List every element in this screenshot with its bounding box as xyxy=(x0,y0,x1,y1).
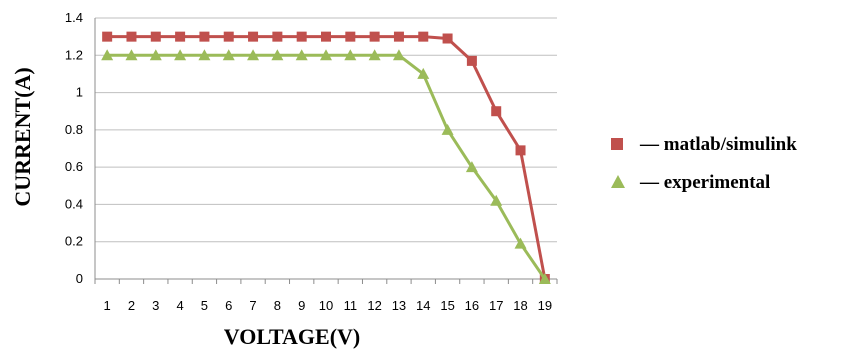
data-point-matlab-simulink xyxy=(223,31,234,42)
x-tick-label: 19 xyxy=(538,298,552,313)
legend-label-experimental: — experimental xyxy=(639,172,770,193)
y-tick-label: 0.2 xyxy=(65,234,83,249)
y-tick-label: 1.4 xyxy=(65,10,83,25)
data-point-experimental xyxy=(392,49,405,61)
y-tick-label: 0 xyxy=(76,271,83,286)
data-point-experimental xyxy=(441,123,454,135)
legend: — matlab/simulink — experimental xyxy=(611,134,797,193)
data-point-experimental xyxy=(344,49,357,61)
data-point-matlab-simulink xyxy=(393,31,404,42)
data-point-experimental xyxy=(490,194,503,206)
data-point-experimental xyxy=(198,49,211,61)
y-tick-label: 1 xyxy=(76,85,83,100)
data-point-experimental xyxy=(320,49,332,61)
data-point-matlab-simulink xyxy=(126,31,137,42)
x-axis-title: VOLTAGE(V) xyxy=(224,324,360,349)
data-point-experimental xyxy=(368,49,381,61)
x-tick-label: 8 xyxy=(274,298,281,313)
y-tick-label: 1.2 xyxy=(65,47,83,62)
data-point-experimental xyxy=(222,49,235,61)
data-point-experimental xyxy=(417,67,430,79)
x-tick-label: 10 xyxy=(319,298,333,313)
y-tick-label: 0.8 xyxy=(65,122,83,137)
data-point-matlab-simulink xyxy=(515,145,526,156)
legend-marker-experimental xyxy=(611,175,625,188)
x-tick-label: 12 xyxy=(367,298,381,313)
series-line-matlab-simulink xyxy=(107,35,547,280)
data-point-experimental xyxy=(149,49,162,61)
x-tick-label: 2 xyxy=(128,298,135,313)
x-tick-labels: 1 2 3 4 5 6 7 8 9 10 11 12 13 14 15 16 17 18 19 xyxy=(104,298,553,313)
x-tick-label: 1 xyxy=(104,298,111,313)
data-point-matlab-simulink xyxy=(369,31,380,42)
data-point-matlab-simulink xyxy=(321,31,331,42)
x-tick-label: 3 xyxy=(152,298,159,313)
y-axis-title: CURRENT(A) xyxy=(10,67,35,206)
x-tick-label: 5 xyxy=(201,298,208,313)
x-tick-label: 17 xyxy=(489,298,503,313)
series-layer xyxy=(101,31,551,284)
data-point-matlab-simulink xyxy=(442,33,453,44)
data-point-matlab-simulink xyxy=(102,31,113,42)
y-tick-label: 0.6 xyxy=(65,159,83,174)
x-tick-label: 7 xyxy=(249,298,256,313)
x-tick-label: 18 xyxy=(513,298,527,313)
x-tick-label: 16 xyxy=(465,298,479,313)
x-tick-label: 4 xyxy=(176,298,183,313)
data-point-matlab-simulink xyxy=(248,31,259,42)
legend-marker-matlab-simulink xyxy=(611,138,623,150)
axes xyxy=(94,18,558,284)
data-point-matlab-simulink xyxy=(199,31,210,42)
x-tick-label: 11 xyxy=(344,298,358,313)
data-point-experimental xyxy=(514,237,527,249)
data-point-matlab-simulink xyxy=(150,31,161,42)
data-point-matlab-simulink xyxy=(491,106,502,117)
data-point-matlab-simulink xyxy=(175,31,186,42)
y-tick-labels: 0 0.2 0.4 0.6 0.8 1 1.2 1.4 xyxy=(65,10,83,286)
x-tick-label: 13 xyxy=(392,298,406,313)
data-point-matlab-simulink xyxy=(296,31,307,42)
x-tick-label: 6 xyxy=(225,298,232,313)
data-point-experimental xyxy=(465,161,478,173)
x-tick-label: 15 xyxy=(440,298,454,313)
data-point-matlab-simulink xyxy=(418,31,429,42)
data-point-experimental xyxy=(125,49,138,61)
data-point-experimental xyxy=(295,49,308,61)
data-point-experimental xyxy=(247,49,260,61)
data-point-matlab-simulink xyxy=(466,55,477,66)
data-point-matlab-simulink xyxy=(272,31,283,42)
data-point-experimental xyxy=(271,49,284,61)
data-point-matlab-simulink xyxy=(345,31,356,42)
data-point-experimental xyxy=(101,49,114,61)
data-point-experimental xyxy=(174,49,187,61)
x-tick-label: 9 xyxy=(298,298,305,313)
data-point-experimental xyxy=(538,273,551,284)
x-tick-label: 14 xyxy=(416,298,430,313)
y-tick-label: 0.4 xyxy=(65,196,83,211)
legend-label-matlab-simulink: — matlab/simulink xyxy=(639,134,797,155)
